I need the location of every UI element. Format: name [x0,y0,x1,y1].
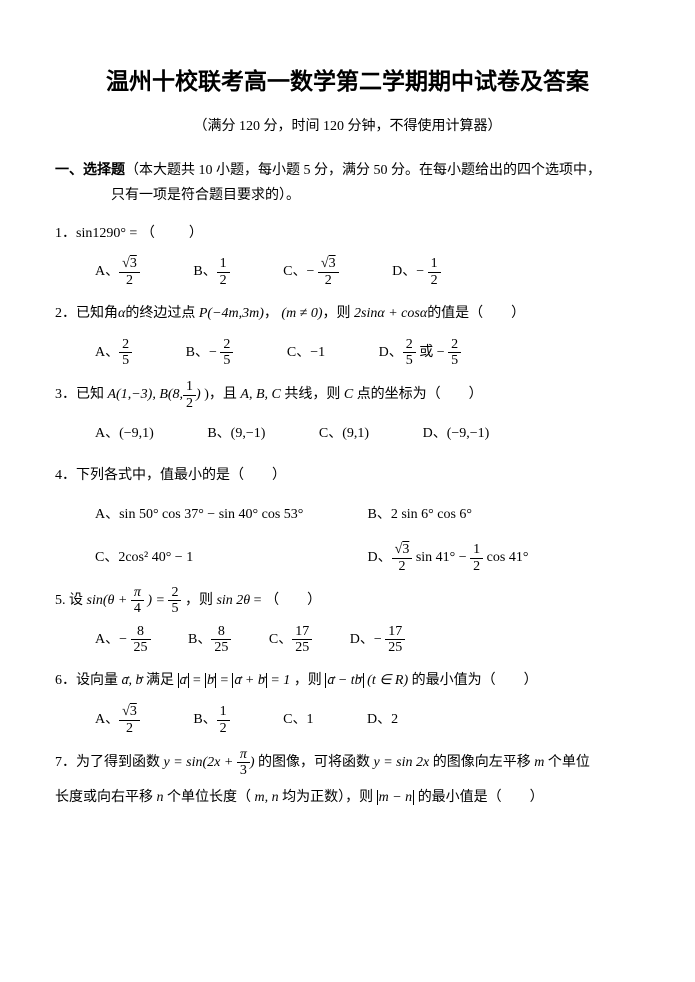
q6-oD: D、2 [367,703,398,737]
q3-oB: B、(9,−1) [207,417,265,451]
q7-l2b: 个单位长度（ [167,790,251,805]
q4-oC: C、2cos² 40° − 1 [95,541,368,575]
q7-mn: m, n [255,790,279,805]
q6-d: 的最小值为（ ） [412,673,538,688]
q3-ABC: A, B, C [240,388,280,403]
page-subtitle: （满分 120 分，时间 120 分钟，不得使用计算器） [55,114,640,141]
q5-oA: A、− 825 [95,623,151,657]
q7-l2c: 均为正数），则 [282,790,373,805]
q2-d: ，则 [323,306,351,321]
q4-oB: B、2 sin 6° cos 6° [368,498,641,532]
q7-stem-line2: 长度或向右平移 n 个单位长度（ m, n 均为正数），则 m − n 的最小值… [55,783,640,814]
q2-c: ， [264,306,278,321]
q3-stem: 3．已知 A(1,−3), B(8,12) )，且 A, B, C 共线，则 C… [55,379,640,411]
q2-expr: 2sinα + cosα [354,306,427,321]
q2-oD: D、25 或 − 25 [379,336,462,370]
q5-sinR: ) = [147,593,165,608]
q6-b: 满足 [146,673,174,688]
q7-y2: y = sin 2x [374,755,430,770]
q3-C: C [344,388,353,403]
q4-oA: A、sin 50° cos 37° − sin 40° cos 53° [95,498,368,532]
q6-oB: B、12 [193,703,229,737]
q2-a: 2．已知角 [55,306,118,321]
q2-e: 的值是（ ） [427,306,525,321]
section-1-desc: （本大题共 10 小题，每小题 5 分，满分 50 分。在每小题给出的四个选项中… [125,163,601,178]
q1-options: A、√32 B、12 C、− √32 D、− 12 [55,255,640,289]
q3-options: A、(−9,1) B、(9,−1) C、(9,1) D、(−9,−1) [55,417,640,451]
q3-d: 点的坐标为（ ） [357,388,483,403]
q4-oD: D、√32 sin 41° − 12 cos 41° [368,541,641,575]
q5-oC: C、1725 [269,623,312,657]
q6-options: A、√32 B、12 C、1 D、2 [55,703,640,737]
q7-a: 7．为了得到函数 [55,755,160,770]
q3-oC: C、(9,1) [319,417,369,451]
q3-c: 共线，则 [284,388,340,403]
q1-stem: 1．sin1290° = （ ） [55,219,640,250]
q4-options-row1: A、sin 50° cos 37° − sin 40° cos 53° B、2 … [55,498,640,532]
exam-page: 温州十校联考高一数学第二学期期中试卷及答案 （满分 120 分，时间 120 分… [0,0,695,858]
q6-oC: C、1 [283,703,313,737]
q1-text: 1．sin1290° = [55,226,137,241]
q3-oD: D、(−9,−1) [423,417,490,451]
q5-expr2: sin 2θ [216,593,250,608]
q2-oC: C、−1 [287,336,325,370]
q2-P: P(−4m,3m) [199,306,264,321]
q7-l2d: 的最小值是（ ） [418,790,544,805]
q5-sinL: sin(θ + [87,593,128,608]
q5-oD: D、− 1725 [350,623,406,657]
q6-oA: A、√32 [95,703,140,737]
q2-options: A、25 B、− 25 C、−1 D、25 或 − 25 [55,336,640,370]
q7-stem: 7．为了得到函数 y = sin(2x + π3) 的图像，可将函数 y = s… [55,747,640,779]
q7-d: 的图像向左平移 [433,755,531,770]
section-1-desc2: 只有一项是符合题目要求的）。 [55,183,640,208]
q7-c: 的图像，可将函数 [258,755,370,770]
q3-a: 3．已知 [55,388,104,403]
q5-stem: 5. 设 sin(θ + π4 ) = 25 ，则 sin 2θ = （ ） [55,585,640,617]
q5-options: A、− 825 B、825 C、1725 D、− 1725 [55,623,640,657]
q2-oB: B、− 25 [186,336,234,370]
q3-oA: A、(−9,1) [95,417,154,451]
q6-stem: 6．设向量 a, b 满足 a = b = a + b = 1 ，则 a − t… [55,666,640,697]
q2-b: 的终边过点 [125,306,195,321]
q1-oB: B、12 [193,255,229,289]
q3-b: )，且 [204,388,237,403]
q7-l2a: 长度或向右平移 [55,790,153,805]
q7-m: m [534,755,544,770]
page-title: 温州十校联考高一数学第二学期期中试卷及答案 [55,60,640,104]
q1-blank: （ ） [141,226,205,241]
section-1-label: 一、选择题 [55,163,125,178]
q2-oA: A、25 [95,336,132,370]
q5-a: 5. 设 [55,593,83,608]
section-1-header: 一、选择题（本大题共 10 小题，每小题 5 分，满分 50 分。在每小题给出的… [55,158,640,208]
q5-oB: B、825 [188,623,231,657]
q6-cond: (t ∈ R) [367,673,408,688]
q7-y1: y = sin(2x + [164,755,234,770]
q5-c: = （ ） [254,593,321,608]
q1-oC: C、− √32 [283,255,338,289]
q4-options-row2: C、2cos² 40° − 1 D、√32 sin 41° − 12 cos 4… [55,541,640,575]
q3-A: A(1,−3), B(8, [108,388,184,403]
q1-oD: D、− 12 [392,255,441,289]
q1-oA: A、√32 [95,255,140,289]
q7-n: n [157,790,164,805]
q6-c: ，则 [294,673,322,688]
q7-e: 个单位 [548,755,590,770]
q2-cond: (m ≠ 0) [281,306,322,321]
q5-b: ，则 [185,593,213,608]
q2-stem: 2．已知角α的终边过点 P(−4m,3m)， (m ≠ 0)，则 2sinα +… [55,299,640,330]
q7-mn2: m − n [377,790,415,805]
q6-a: 6．设向量 [55,673,118,688]
q4-stem: 4．下列各式中，值最小的是（ ） [55,461,640,492]
